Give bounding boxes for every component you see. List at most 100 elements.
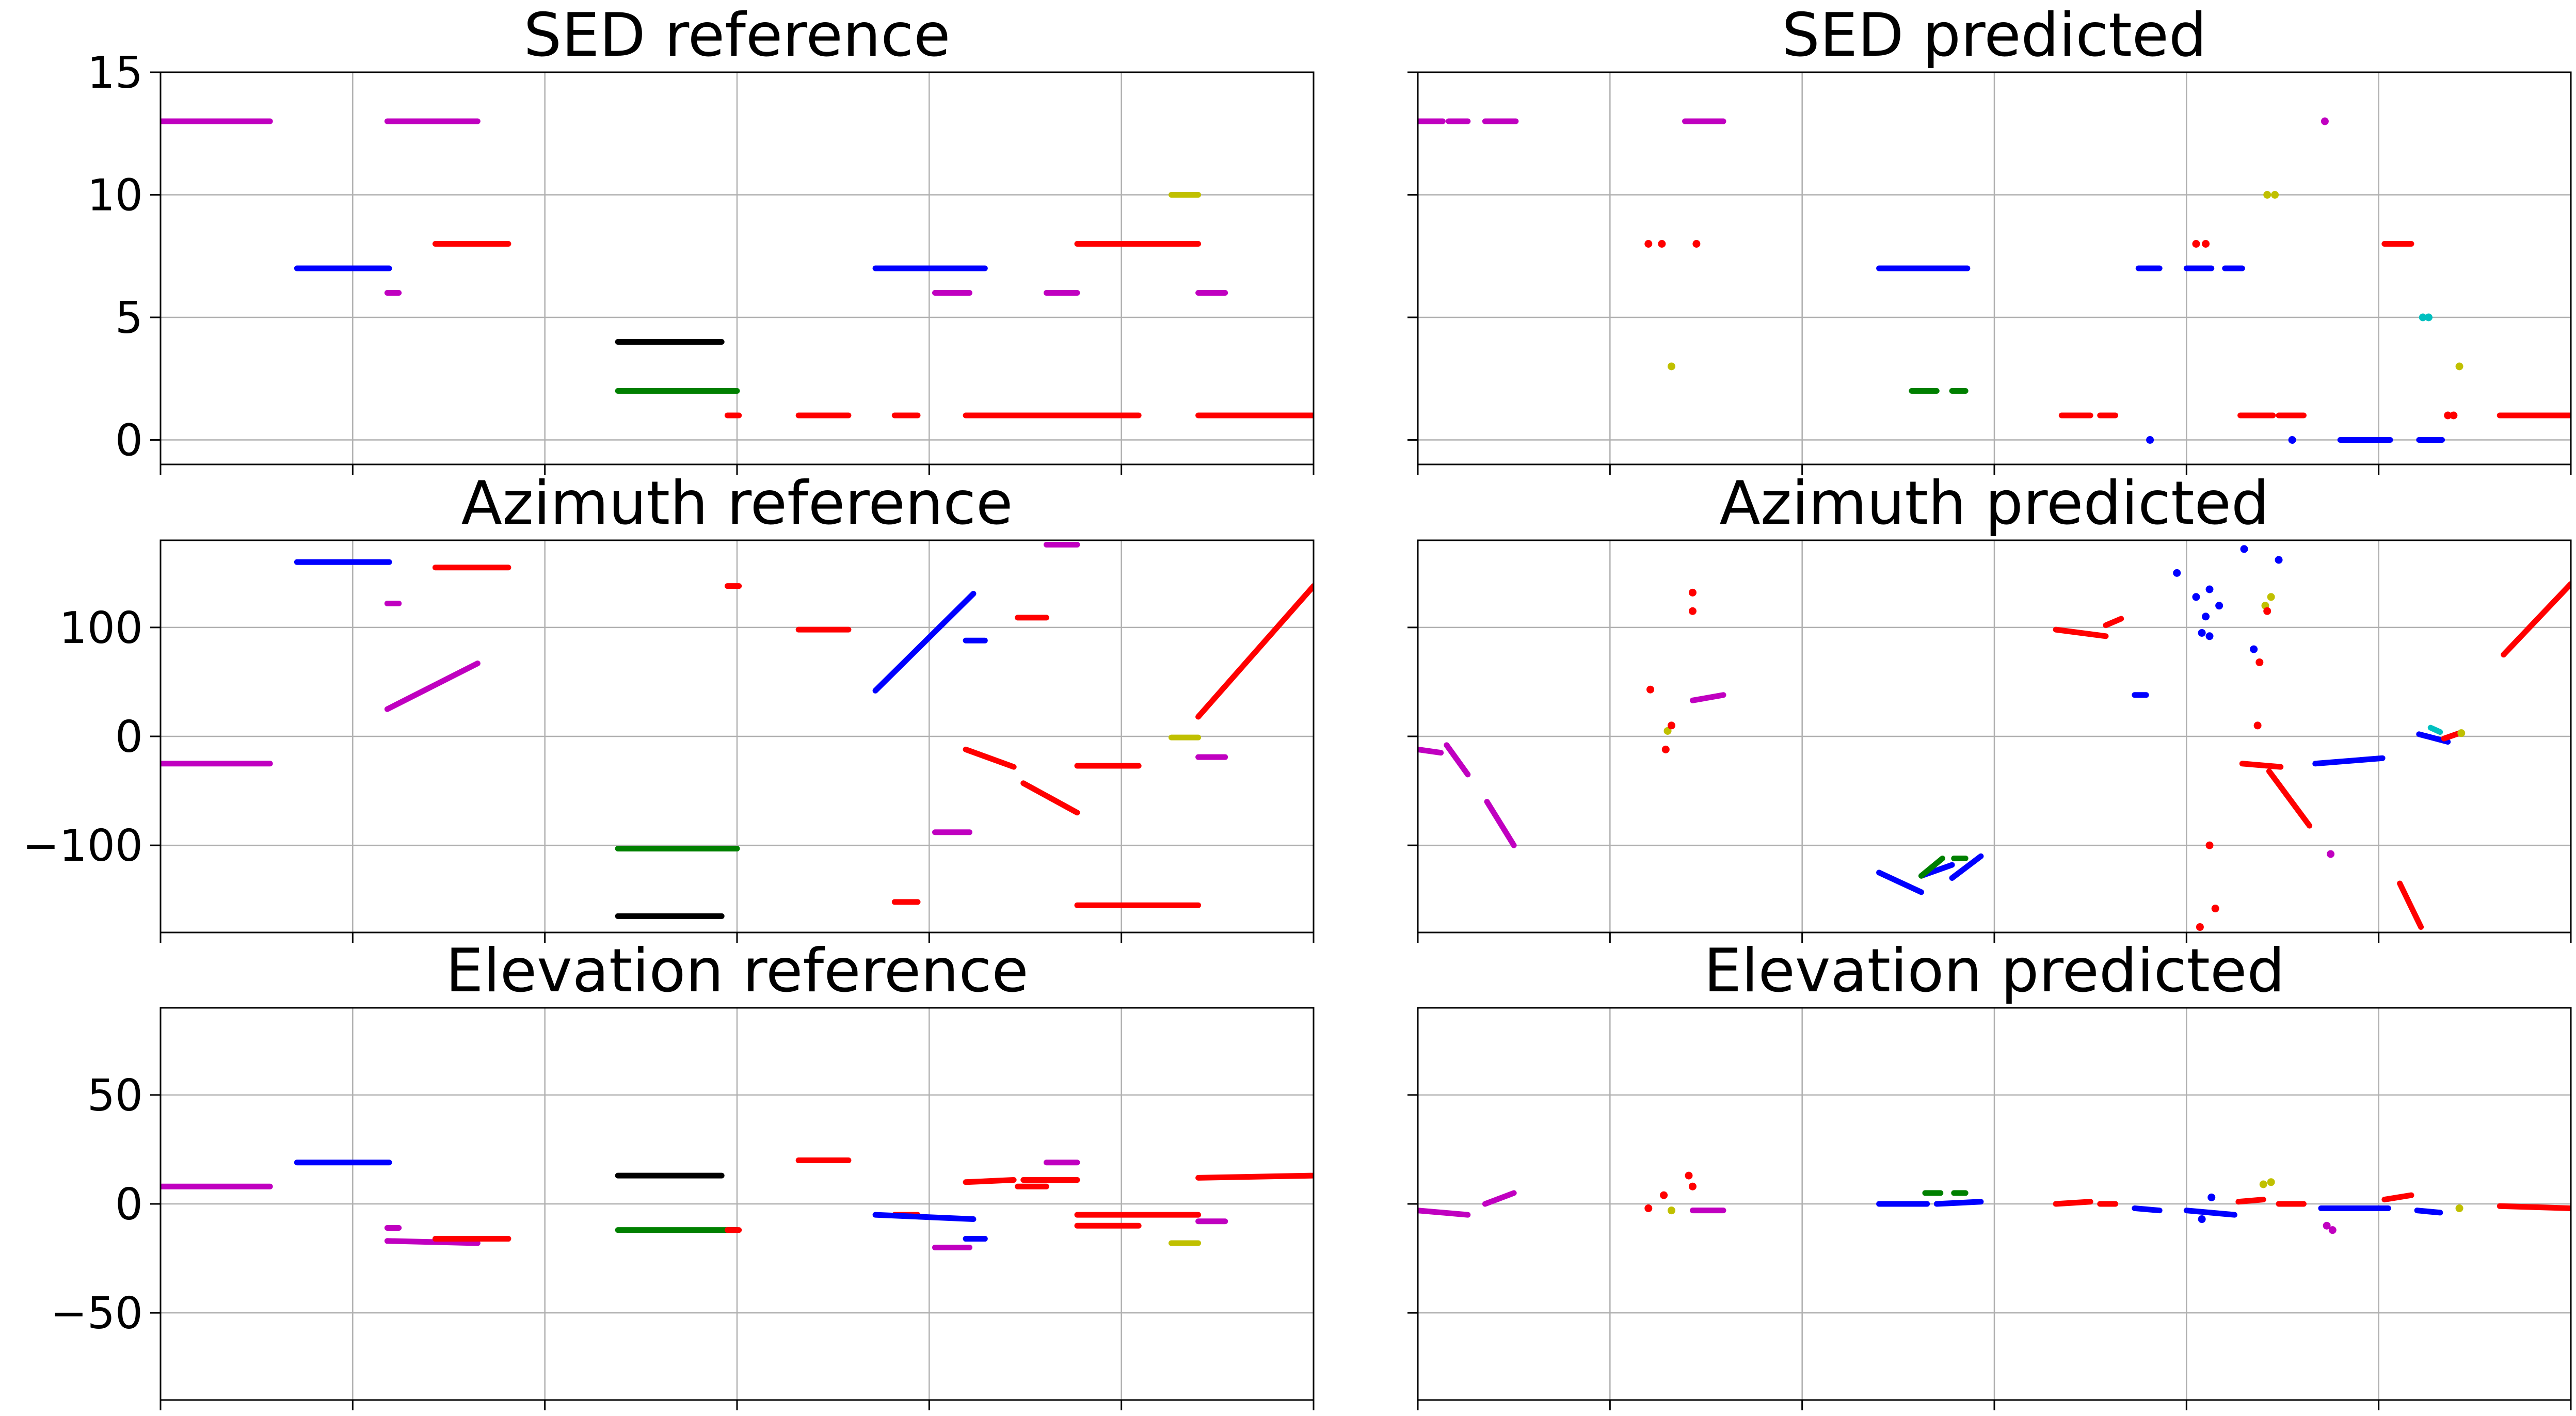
track-point	[2267, 1178, 2275, 1186]
grid	[1407, 71, 2572, 475]
track-point	[1644, 1204, 1653, 1212]
track-point	[2215, 602, 2223, 610]
track-point	[2202, 613, 2210, 621]
track-segment	[1418, 1208, 1471, 1218]
track-point	[1663, 727, 1672, 735]
track-point	[1688, 588, 1697, 597]
track-point	[2253, 721, 2262, 730]
track-point	[2267, 593, 2275, 601]
y-tick-label: 10	[87, 170, 143, 221]
track-point	[2271, 191, 2279, 199]
track-point	[2455, 1204, 2463, 1212]
track-point	[1661, 745, 1670, 753]
track-segment	[1482, 1190, 1517, 1207]
grid: −50 0 50	[51, 1008, 1315, 1410]
track-point	[2205, 841, 2214, 849]
data-marks	[161, 1157, 1314, 1250]
plot-frame	[159, 539, 1315, 934]
track-point	[2328, 1226, 2337, 1234]
track-segment	[2501, 581, 2571, 658]
track-point	[2202, 240, 2210, 248]
track-segment	[2266, 768, 2313, 829]
track-segment	[384, 1238, 481, 1246]
track-point	[2146, 436, 2154, 444]
y-tick-label: 5	[115, 293, 143, 344]
track-point	[2321, 117, 2329, 125]
track-point	[1692, 240, 1701, 248]
track-segment	[1418, 746, 1444, 756]
track-segment	[1444, 742, 1471, 778]
track-point	[2450, 411, 2458, 420]
track-segment	[2235, 1197, 2266, 1205]
track-point	[2424, 313, 2433, 321]
track-segment	[1020, 780, 1080, 816]
track-point	[2205, 632, 2214, 640]
panel-title: Azimuth predicted	[1719, 469, 2269, 538]
panel-title: SED predicted	[1782, 1, 2206, 70]
track-segment	[2239, 761, 2284, 770]
grid: 0 5 10 15	[87, 47, 1315, 475]
plot-frame	[159, 71, 1315, 465]
panel-title: Azimuth reference	[461, 469, 1013, 538]
panel-azimuth-reference: Azimuth reference −100 0 100	[23, 469, 1315, 943]
track-point	[2211, 905, 2219, 913]
track-point	[2173, 569, 2181, 577]
track-segment	[1689, 692, 1726, 703]
track-segment	[963, 746, 1017, 770]
grid	[1407, 1008, 2572, 1410]
track-point	[2327, 850, 2335, 858]
track-point	[1688, 607, 1697, 615]
track-point	[2455, 362, 2463, 371]
track-point	[1667, 721, 1675, 730]
track-point	[2205, 585, 2214, 593]
y-tick-label: 0	[115, 712, 143, 763]
track-point	[2263, 191, 2271, 199]
panel-title: Elevation predicted	[1704, 936, 2285, 1006]
track-point	[1667, 1206, 1675, 1215]
track-point	[2323, 1221, 2331, 1230]
data-marks	[161, 118, 1314, 419]
track-segment	[1918, 855, 1945, 879]
track-segment	[2053, 626, 2109, 639]
track-segment	[1949, 853, 1984, 881]
track-point	[2255, 658, 2264, 666]
track-segment	[2053, 1199, 2093, 1207]
track-segment	[2414, 1208, 2443, 1216]
data-marks	[1418, 117, 2571, 444]
track-point	[2288, 436, 2296, 444]
track-point	[2275, 556, 2283, 564]
track-point	[1658, 240, 1666, 248]
plot-frame	[1417, 539, 2572, 934]
panel-elevation-reference: Elevation reference −50 0 50	[51, 936, 1315, 1410]
track-point	[1667, 362, 1675, 371]
track-segment	[2103, 616, 2124, 629]
track-point	[2259, 1180, 2267, 1188]
y-tick-label: 50	[87, 1070, 143, 1121]
track-segment	[384, 661, 481, 712]
track-segment	[2427, 725, 2443, 735]
y-tick-label: 15	[87, 47, 143, 99]
panel-elevation-predicted: Elevation predicted	[1407, 936, 2572, 1410]
track-point	[1685, 1171, 1693, 1180]
track-segment	[2132, 1205, 2163, 1214]
track-segment	[2497, 1203, 2571, 1211]
track-segment	[2397, 880, 2424, 930]
track-point	[2444, 411, 2452, 420]
data-marks	[161, 541, 1314, 919]
track-segment	[1484, 799, 1517, 848]
track-point	[1646, 685, 1655, 694]
plot-frame	[1417, 1007, 2572, 1401]
track-segment	[872, 590, 977, 694]
plot-frame	[159, 1007, 1315, 1401]
panel-azimuth-predicted: Azimuth predicted	[1407, 469, 2572, 943]
track-segment	[1195, 1172, 1314, 1181]
track-point	[2192, 593, 2200, 601]
track-point	[2196, 923, 2204, 931]
panel-title: SED reference	[523, 1, 950, 70]
panel-title: Elevation reference	[445, 936, 1029, 1006]
y-tick-label: 100	[59, 603, 143, 654]
track-segment	[1876, 870, 1925, 895]
track-segment	[1195, 583, 1314, 720]
y-tick-label: −100	[23, 820, 143, 872]
